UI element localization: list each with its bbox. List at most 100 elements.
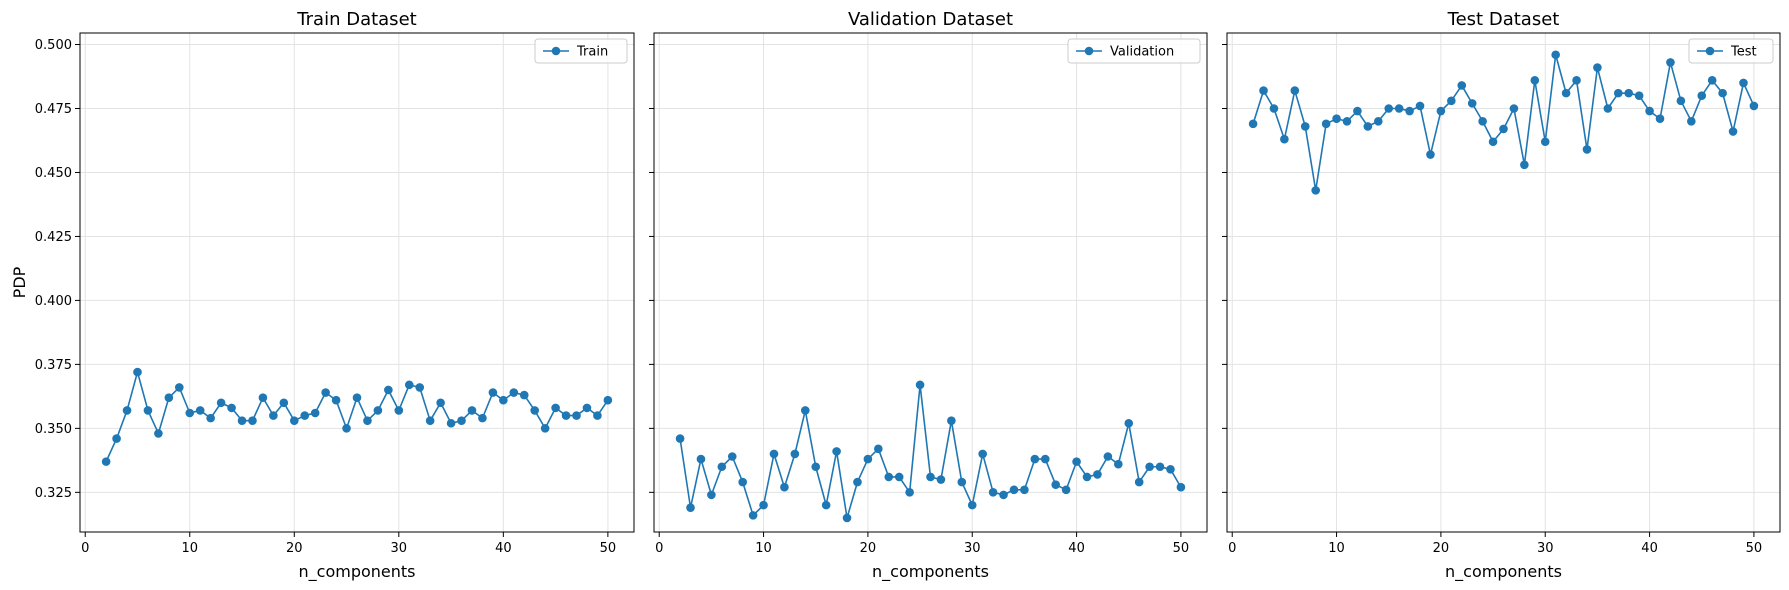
data-point (1666, 58, 1675, 67)
x-tick-label: 20 (1433, 541, 1450, 556)
data-point (603, 395, 613, 405)
legend-box (1067, 38, 1201, 64)
data-point (404, 380, 414, 390)
data-point (1728, 127, 1738, 136)
data-point (1269, 104, 1279, 113)
subplots: 0 10 20 30 40 50 0.325 0.350 0.375 0.400 0.425 0.45… (10, 9, 1781, 582)
data-point (686, 503, 695, 512)
legend-label: Train (576, 45, 608, 60)
y-tick-label: 0.400 (35, 294, 72, 309)
data-point (832, 447, 841, 456)
x-axis-label: n_components (299, 562, 416, 582)
data-point (143, 406, 153, 415)
data-point (1540, 137, 1550, 147)
data-point (967, 500, 977, 510)
y-tick-label: 0.325 (35, 486, 72, 501)
data-point (1311, 186, 1320, 195)
data-point (478, 413, 487, 423)
data-point (101, 457, 111, 466)
data-point (467, 406, 477, 415)
data-point (894, 472, 904, 482)
data-point (1114, 459, 1123, 469)
chart-title: Test Dataset (1447, 9, 1560, 30)
data-point (1645, 106, 1654, 116)
data-point (457, 416, 466, 425)
data-point (1415, 101, 1425, 111)
x-tick-label: 10 (181, 541, 198, 556)
data-point (1687, 116, 1696, 126)
y-tick-label: 0.500 (35, 38, 72, 53)
subplot-1: 0 10 20 30 40 50 0.325 0.350 0.375 0.400 0.425 0.45… (10, 9, 635, 582)
x-axis-label: n_components (872, 562, 989, 582)
data-point (1040, 454, 1050, 464)
data-point (1436, 106, 1446, 116)
data-point (1321, 119, 1331, 129)
data-point (331, 395, 341, 405)
data-point (1478, 116, 1487, 126)
data-point (926, 472, 935, 482)
axes-frame (79, 32, 635, 533)
data-point (936, 475, 946, 484)
data-point (289, 416, 299, 425)
data-point (1520, 160, 1529, 170)
data-point (154, 429, 163, 438)
x-tick-label: 40 (1641, 541, 1658, 556)
data-point (821, 500, 831, 510)
data-point (1613, 88, 1623, 98)
data-point (1561, 88, 1571, 98)
data-point (1124, 418, 1134, 428)
data-point (988, 488, 998, 497)
data-point (133, 367, 142, 377)
x-tick-label: 40 (495, 541, 512, 556)
data-point (800, 406, 810, 415)
data-point (717, 462, 727, 472)
data-point (582, 403, 592, 413)
x-tick-label: 10 (1328, 541, 1345, 556)
data-point (842, 513, 852, 523)
data-point (978, 449, 987, 459)
data-point (1373, 116, 1383, 126)
data-point (572, 411, 581, 420)
data-point (1134, 477, 1144, 487)
data-point (175, 383, 184, 392)
legend-label: Test (1730, 45, 1757, 60)
data-point (1145, 462, 1154, 472)
data-point (164, 393, 174, 402)
y-tick-label: 0.350 (35, 422, 72, 437)
x-tick-label: 20 (860, 541, 877, 556)
data-point (540, 424, 550, 433)
data-point (1457, 81, 1467, 90)
data-point (321, 388, 330, 397)
data-point (675, 434, 685, 443)
legend-label: Validation (1110, 45, 1174, 60)
data-point (593, 411, 602, 420)
x-tick-label: 50 (1746, 541, 1763, 556)
data-point (1426, 150, 1435, 159)
data-point (1572, 76, 1581, 85)
data-point (1718, 88, 1727, 98)
x-tick-label: 30 (964, 541, 981, 556)
data-point (1697, 91, 1707, 100)
data-point (905, 488, 914, 497)
data-point (394, 406, 404, 415)
data-point (248, 416, 257, 425)
data-point (1332, 114, 1341, 124)
data-point (216, 398, 226, 408)
data-point (915, 380, 925, 390)
x-tick-label: 20 (286, 541, 303, 556)
x-tick-label: 40 (1068, 541, 1085, 556)
data-point (185, 408, 195, 418)
subplot-2: 0 10 20 30 40 50 Validation Dataset n_component… (649, 9, 1208, 582)
data-point (551, 403, 560, 413)
data-point (279, 398, 289, 408)
data-point (759, 500, 768, 510)
data-point (237, 416, 247, 425)
data-point (1248, 119, 1258, 129)
data-point (1082, 472, 1092, 482)
data-point (1530, 76, 1540, 85)
data-point (1342, 116, 1352, 126)
data-point (1447, 96, 1456, 106)
data-point (884, 472, 894, 482)
data-point (1072, 457, 1081, 466)
data-point (1551, 50, 1560, 60)
